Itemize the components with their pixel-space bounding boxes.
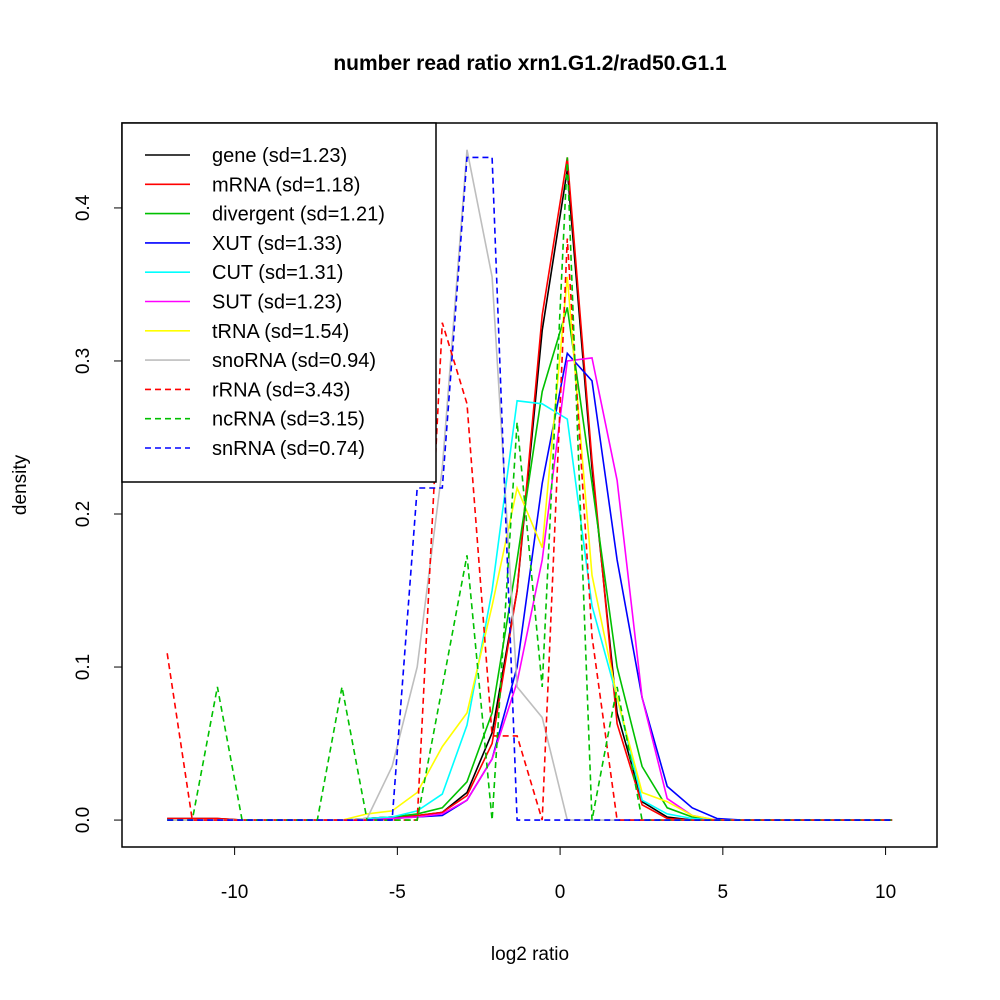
x-tick-label: -5: [389, 882, 406, 903]
chart-title: number read ratio xrn1.G1.2/rad50.G1.1: [333, 52, 727, 75]
y-tick-label: 0.2: [73, 501, 94, 527]
legend: gene (sd=1.23) mRNA (sd=1.18) divergent (s…: [121, 122, 437, 483]
y-tick-label: 0.4: [73, 194, 94, 221]
legend-label: XUT (sd=1.33): [212, 233, 342, 255]
y-axis: 0.0 0.1 0.2 0.3 0.4: [73, 194, 123, 833]
legend-label: snRNA (sd=0.74): [212, 438, 365, 460]
legend-box: [121, 122, 437, 483]
legend-label: gene (sd=1.23): [212, 145, 347, 167]
y-tick-label: 0.1: [73, 654, 94, 680]
x-tick-label: -10: [221, 882, 248, 903]
legend-label: rRNA (sd=3.43): [212, 379, 350, 401]
legend-label: mRNA (sd=1.18): [212, 174, 360, 196]
legend-label: divergent (sd=1.21): [212, 204, 385, 226]
y-tick-label: 0.0: [73, 807, 94, 833]
y-axis-label: density: [10, 454, 31, 515]
x-tick-label: 5: [718, 882, 729, 903]
y-tick-label: 0.3: [73, 348, 94, 374]
series-layer: [166, 149, 893, 821]
series-line-snrna: [167, 156, 893, 821]
x-tick-label: 0: [555, 882, 566, 903]
legend-label: snoRNA (sd=0.94): [212, 350, 376, 372]
legend-label: CUT (sd=1.31): [212, 262, 343, 284]
legend-label: ncRNA (sd=3.15): [212, 409, 365, 431]
x-axis-label: log2 ratio: [491, 944, 569, 965]
legend-label: tRNA (sd=1.54): [212, 321, 349, 343]
legend-label: SUT (sd=1.23): [212, 292, 342, 314]
x-tick-label: 10: [875, 882, 896, 903]
x-axis: -10 -5 0 5 10: [221, 846, 896, 903]
